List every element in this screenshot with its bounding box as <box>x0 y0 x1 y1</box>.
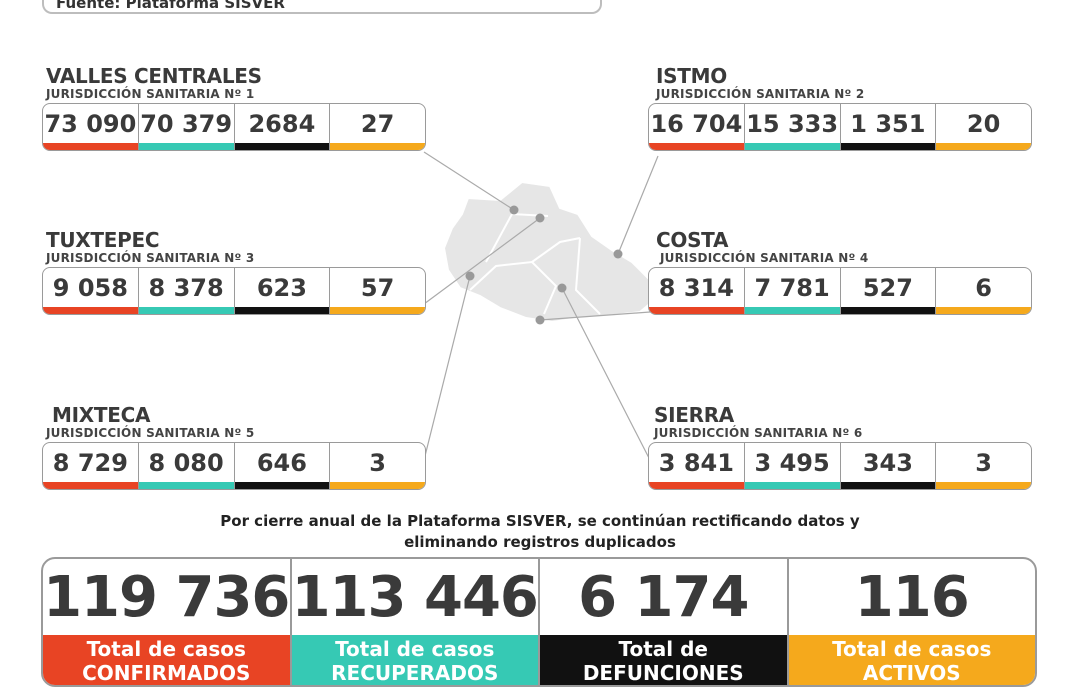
region-costa: COSTA JURISDICCIÓN SANITARIA Nº 4 8 314 … <box>648 229 1032 315</box>
active-value: 3 <box>330 443 425 489</box>
region-name: MIXTECA <box>52 403 151 427</box>
label-line-2: CONFIRMADOS <box>82 661 251 685</box>
total-recovered-value: 113 446 <box>291 564 539 630</box>
region-subtitle: JURISDICCIÓN SANITARIA Nº 3 <box>46 251 255 265</box>
total-recovered: 113 446 Total de casos RECUPERADOS <box>291 559 540 685</box>
label-line-1: Total de casos <box>86 637 246 661</box>
label-line-1: Total de casos <box>335 637 495 661</box>
recovered-value: 15 333 <box>744 104 841 150</box>
confirmed-value: 8 729 <box>43 443 139 489</box>
region-subtitle: JURISDICCIÓN SANITARIA Nº 5 <box>46 426 255 440</box>
total-active: 116 Total de casos ACTIVOS <box>788 559 1035 685</box>
deaths-value: 527 <box>840 268 937 314</box>
confirmed-value: 73 090 <box>43 104 139 150</box>
region-tuxtepec: TUXTEPEC JURISDICCIÓN SANITARIA Nº 3 9 0… <box>42 229 426 315</box>
active-value: 57 <box>330 268 425 314</box>
source-banner: Fuente: Plataforma SISVER <box>42 0 602 14</box>
recovered-value: 8 378 <box>138 268 235 314</box>
recovered-value: 7 781 <box>744 268 841 314</box>
source-text: Fuente: Plataforma SISVER <box>56 0 285 12</box>
region-mixteca: MIXTECA JURISDICCIÓN SANITARIA Nº 5 8 72… <box>42 404 426 490</box>
region-sierra: SIERRA JURISDICCIÓN SANITARIA Nº 6 3 841… <box>648 404 1032 490</box>
map-shape <box>442 180 654 324</box>
region-subtitle: JURISDICCIÓN SANITARIA Nº 2 <box>656 87 865 101</box>
deaths-value: 2684 <box>234 104 331 150</box>
total-active-value: 116 <box>854 564 970 630</box>
confirmed-value: 9 058 <box>43 268 139 314</box>
notice-line-1: Por cierre anual de la Plataforma SISVER… <box>220 512 860 530</box>
region-stats: 9 058 8 378 623 57 <box>42 267 426 315</box>
total-confirmed-label: Total de casos CONFIRMADOS <box>43 635 290 685</box>
active-value: 20 <box>936 104 1031 150</box>
region-name: COSTA <box>656 228 729 252</box>
connector-lines <box>423 151 659 461</box>
region-subtitle: JURISDICCIÓN SANITARIA Nº 4 <box>660 251 869 265</box>
region-stats: 73 090 70 379 2684 27 <box>42 103 426 151</box>
totals-panel: 119 736 Total de casos CONFIRMADOS 113 4… <box>41 557 1037 687</box>
total-deaths: 6 174 Total de DEFUNCIONES <box>540 559 789 685</box>
region-stats: 8 729 8 080 646 3 <box>42 442 426 490</box>
label-line-1: Total de casos <box>832 637 992 661</box>
total-deaths-value: 6 174 <box>578 564 749 630</box>
total-active-label: Total de casos ACTIVOS <box>788 635 1035 685</box>
total-confirmed: 119 736 Total de casos CONFIRMADOS <box>43 559 292 685</box>
confirmed-value: 3 841 <box>649 443 745 489</box>
deaths-value: 1 351 <box>840 104 937 150</box>
region-name: ISTMO <box>656 64 727 88</box>
confirmed-value: 8 314 <box>649 268 745 314</box>
map-border <box>469 212 601 315</box>
recovered-value: 70 379 <box>138 104 235 150</box>
region-stats: 3 841 3 495 343 3 <box>648 442 1032 490</box>
total-deaths-label: Total de DEFUNCIONES <box>540 635 787 685</box>
confirmed-value: 16 704 <box>649 104 745 150</box>
label-line-2: RECUPERADOS <box>331 661 499 685</box>
map-markers <box>465 205 623 325</box>
region-name: VALLES CENTRALES <box>46 64 262 88</box>
label-line-1: Total de <box>618 637 708 661</box>
notice-text: Por cierre anual de la Plataforma SISVER… <box>140 511 940 553</box>
region-istmo: ISTMO JURISDICCIÓN SANITARIA Nº 2 16 704… <box>648 65 1032 151</box>
deaths-value: 343 <box>840 443 937 489</box>
total-confirmed-value: 119 736 <box>43 564 290 630</box>
active-value: 6 <box>936 268 1031 314</box>
region-valles-centrales: VALLES CENTRALES JURISDICCIÓN SANITARIA … <box>42 65 426 151</box>
region-subtitle: JURISDICCIÓN SANITARIA Nº 6 <box>654 426 863 440</box>
total-recovered-label: Total de casos RECUPERADOS <box>291 635 538 685</box>
active-value: 27 <box>330 104 425 150</box>
recovered-value: 3 495 <box>744 443 841 489</box>
deaths-value: 623 <box>234 268 331 314</box>
label-line-2: ACTIVOS <box>862 661 961 685</box>
region-name: SIERRA <box>654 403 734 427</box>
recovered-value: 8 080 <box>138 443 235 489</box>
active-value: 3 <box>936 443 1031 489</box>
region-name: TUXTEPEC <box>46 228 160 252</box>
deaths-value: 646 <box>234 443 331 489</box>
region-stats: 16 704 15 333 1 351 20 <box>648 103 1032 151</box>
notice-line-2: eliminando registros duplicados <box>404 533 676 551</box>
label-line-2: DEFUNCIONES <box>582 661 744 685</box>
region-stats: 8 314 7 781 527 6 <box>648 267 1032 315</box>
region-subtitle: JURISDICCIÓN SANITARIA Nº 1 <box>46 87 255 101</box>
